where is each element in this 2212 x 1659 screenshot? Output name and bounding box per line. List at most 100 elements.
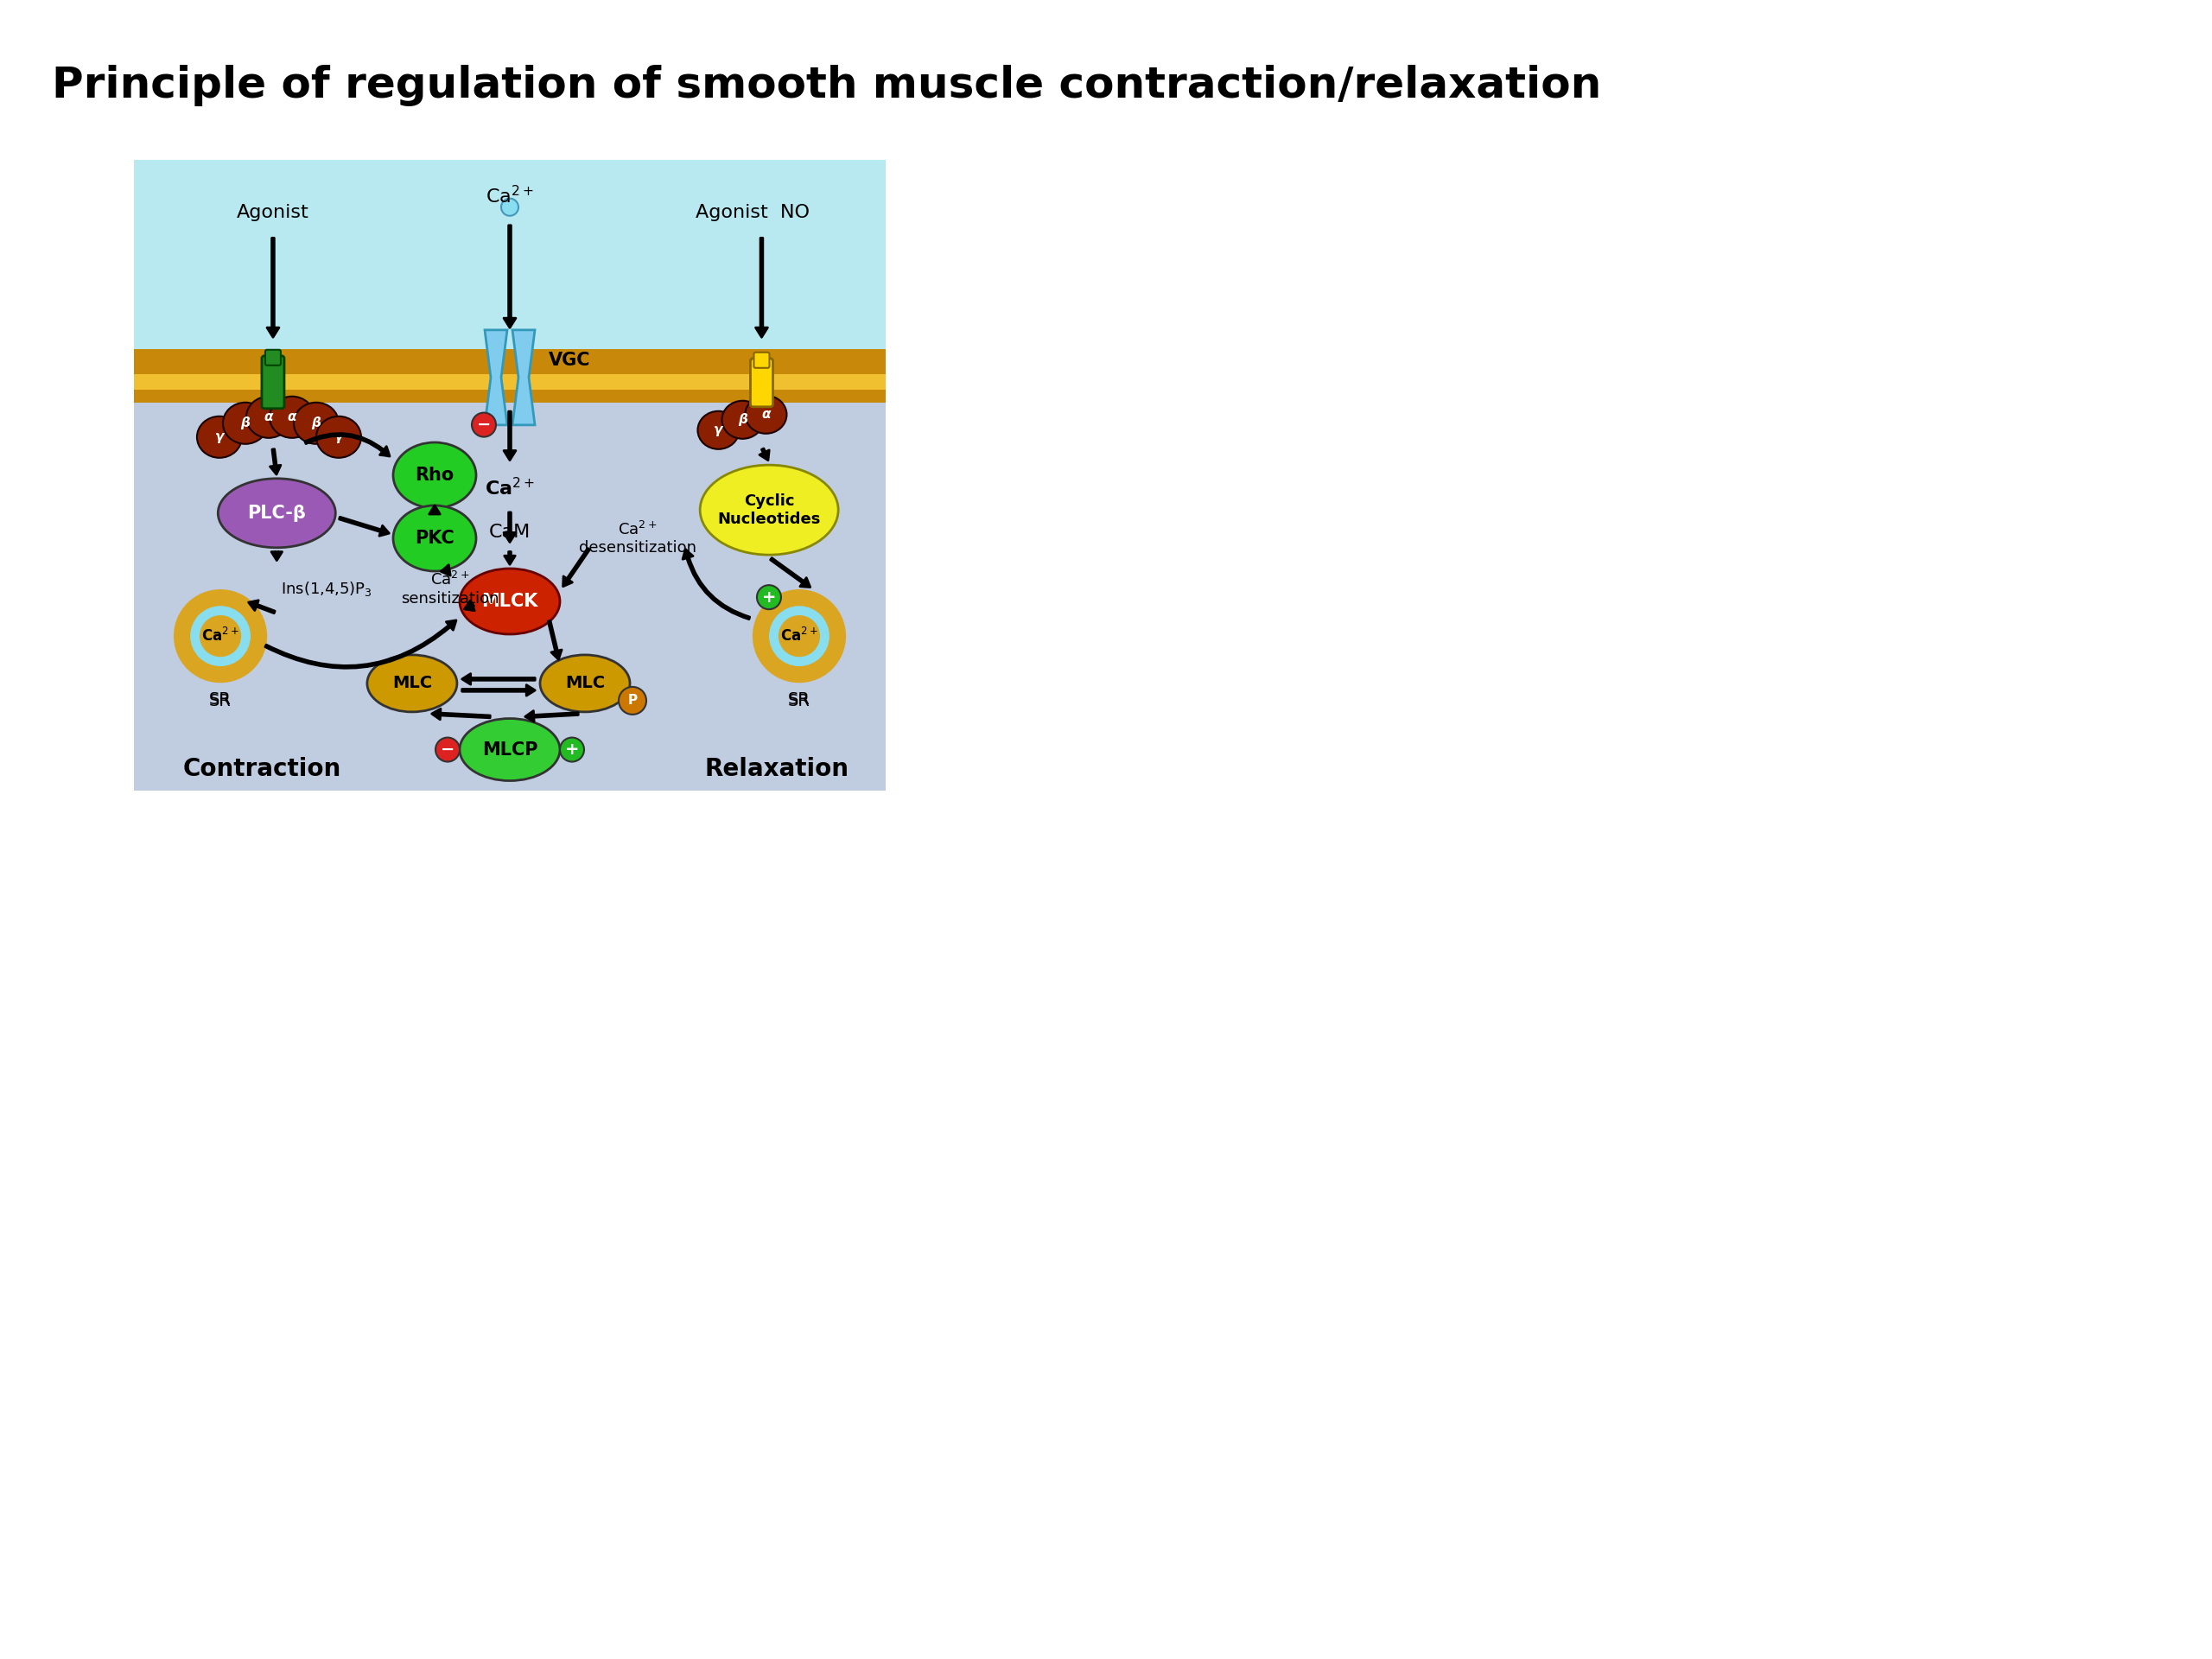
Text: Ins(1,4,5)P$_3$: Ins(1,4,5)P$_3$ [281, 579, 372, 597]
Text: Ca$^{2+}$: Ca$^{2+}$ [484, 478, 535, 499]
Polygon shape [135, 159, 885, 791]
FancyArrowPatch shape [504, 513, 515, 542]
Text: Ca$^{2+}$: Ca$^{2+}$ [781, 627, 818, 645]
FancyArrowPatch shape [564, 547, 591, 586]
Text: SR: SR [210, 692, 232, 708]
Ellipse shape [316, 416, 361, 458]
Text: Ca$^{2+}$
sensitization: Ca$^{2+}$ sensitization [400, 571, 498, 607]
Ellipse shape [394, 506, 476, 571]
Circle shape [175, 591, 265, 680]
FancyArrowPatch shape [462, 674, 535, 685]
FancyArrowPatch shape [268, 237, 279, 337]
Text: γ: γ [215, 431, 223, 443]
Text: SR: SR [210, 693, 232, 710]
FancyBboxPatch shape [261, 355, 283, 408]
Text: Relaxation: Relaxation [703, 757, 849, 781]
Text: γ: γ [714, 423, 723, 436]
Text: Principle of regulation of smooth muscle contraction/relaxation: Principle of regulation of smooth muscle… [51, 65, 1601, 106]
FancyArrowPatch shape [248, 601, 274, 614]
Text: γ: γ [334, 431, 343, 443]
Text: α: α [288, 411, 296, 423]
Text: β: β [241, 416, 250, 430]
FancyArrowPatch shape [524, 710, 577, 722]
FancyArrowPatch shape [440, 564, 451, 576]
Text: −: − [478, 416, 491, 433]
Text: VGC: VGC [549, 352, 591, 368]
Circle shape [436, 738, 460, 761]
Circle shape [781, 617, 818, 655]
Circle shape [560, 738, 584, 761]
FancyArrowPatch shape [462, 685, 535, 695]
FancyBboxPatch shape [265, 350, 281, 365]
FancyBboxPatch shape [754, 352, 770, 368]
FancyArrowPatch shape [431, 708, 491, 720]
Text: MLC: MLC [564, 675, 604, 692]
FancyBboxPatch shape [750, 358, 772, 406]
FancyArrowPatch shape [757, 237, 768, 337]
Ellipse shape [745, 395, 787, 433]
Text: Agonist  NO: Agonist NO [697, 204, 810, 221]
FancyArrowPatch shape [770, 557, 810, 587]
Circle shape [502, 199, 518, 216]
Polygon shape [513, 330, 535, 425]
Text: MLCP: MLCP [482, 742, 538, 758]
Text: Ca$^{2+}$: Ca$^{2+}$ [487, 186, 533, 207]
Ellipse shape [721, 401, 763, 438]
Text: β: β [739, 413, 748, 426]
Text: SR: SR [787, 692, 810, 708]
Text: Agonist: Agonist [237, 204, 310, 221]
Circle shape [471, 413, 495, 436]
Text: α: α [761, 408, 770, 421]
Circle shape [768, 604, 832, 669]
FancyArrowPatch shape [305, 433, 389, 456]
Text: Cyclic
Nucleotides: Cyclic Nucleotides [717, 493, 821, 526]
Text: α: α [263, 411, 274, 423]
FancyArrowPatch shape [270, 450, 281, 474]
Circle shape [754, 591, 845, 680]
Ellipse shape [223, 403, 268, 445]
Ellipse shape [697, 411, 739, 450]
Ellipse shape [367, 655, 458, 712]
Ellipse shape [699, 465, 838, 554]
Circle shape [619, 687, 646, 715]
Circle shape [201, 617, 239, 655]
Text: Ca$^{2+}$
desensitization: Ca$^{2+}$ desensitization [580, 521, 697, 556]
Ellipse shape [540, 655, 630, 712]
Text: +: + [564, 742, 580, 758]
FancyArrowPatch shape [504, 552, 515, 564]
Text: β: β [312, 416, 321, 430]
FancyArrowPatch shape [759, 448, 770, 460]
Ellipse shape [460, 718, 560, 781]
Text: SR: SR [787, 693, 810, 710]
Text: +: + [761, 589, 776, 606]
Text: MLC: MLC [392, 675, 431, 692]
FancyArrowPatch shape [265, 620, 456, 669]
FancyArrowPatch shape [338, 518, 389, 536]
FancyArrowPatch shape [549, 620, 562, 660]
FancyArrowPatch shape [272, 552, 283, 561]
Ellipse shape [270, 397, 314, 438]
Ellipse shape [394, 443, 476, 508]
Text: Ca$^{2+}$: Ca$^{2+}$ [201, 627, 239, 645]
Text: PLC-β: PLC-β [248, 504, 305, 521]
Ellipse shape [219, 478, 336, 547]
Text: MLCK: MLCK [482, 592, 538, 611]
FancyArrowPatch shape [684, 549, 750, 619]
Polygon shape [135, 400, 885, 791]
Ellipse shape [294, 403, 338, 445]
Circle shape [757, 586, 781, 609]
FancyArrowPatch shape [465, 601, 476, 611]
Text: PKC: PKC [416, 529, 453, 547]
Text: Contraction: Contraction [184, 757, 341, 781]
Bar [135, 348, 885, 375]
FancyArrowPatch shape [504, 226, 515, 328]
Ellipse shape [460, 569, 560, 634]
Bar [135, 375, 885, 390]
Bar [135, 390, 885, 403]
Polygon shape [484, 330, 507, 425]
Text: −: − [440, 742, 456, 758]
FancyArrowPatch shape [429, 506, 440, 514]
Ellipse shape [197, 416, 241, 458]
Text: Rho: Rho [416, 466, 453, 484]
Text: CaM: CaM [489, 523, 531, 541]
